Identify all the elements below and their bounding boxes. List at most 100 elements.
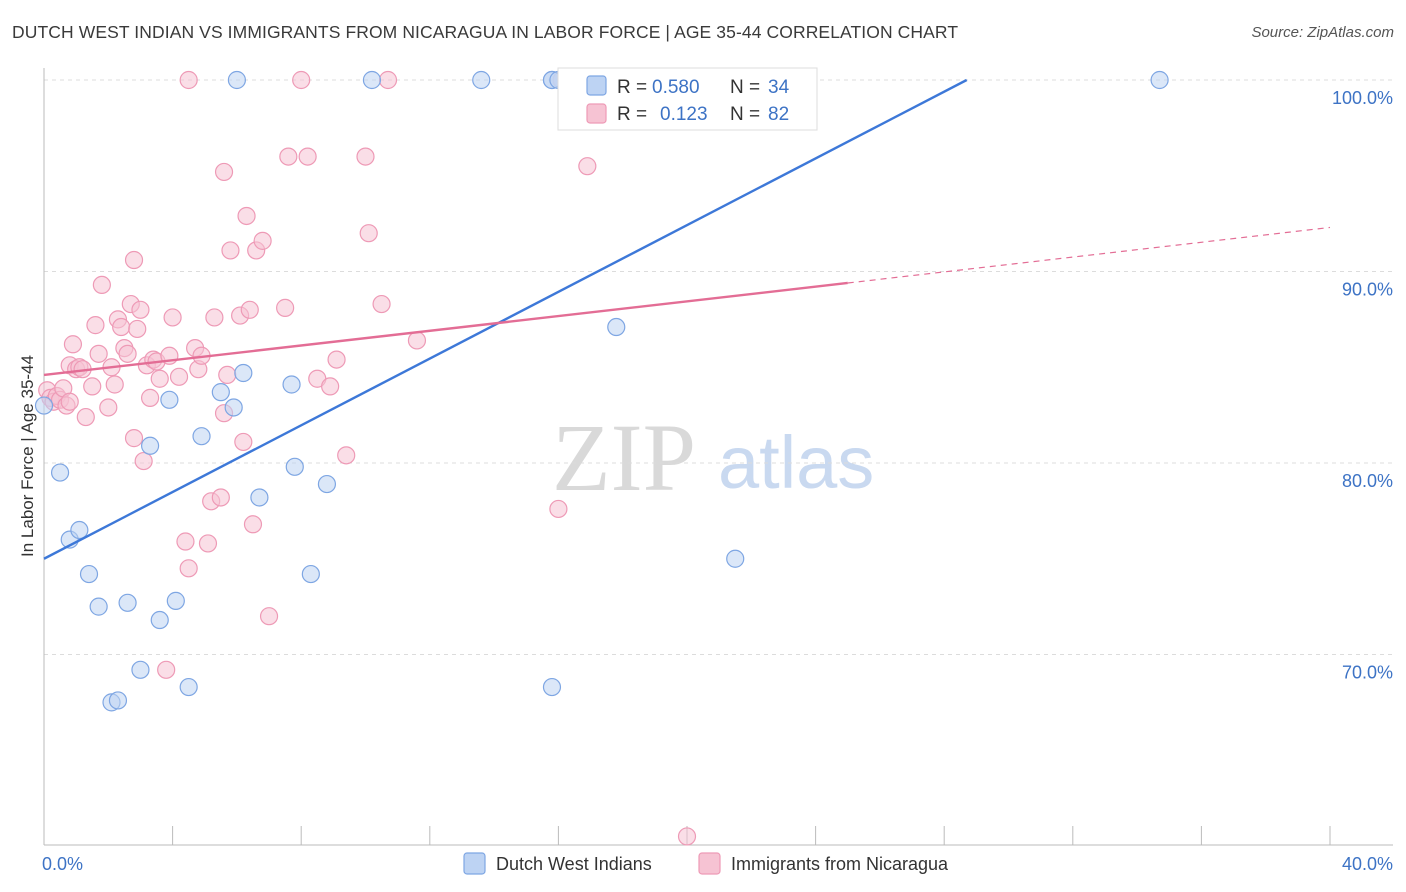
legend-swatch-pink xyxy=(698,852,721,875)
data-point xyxy=(321,377,340,396)
data-point xyxy=(150,369,169,388)
watermark-zip: ZIP xyxy=(552,404,696,511)
y-tick-label-100: 100.0% xyxy=(1332,88,1393,108)
data-point xyxy=(250,488,269,507)
data-point xyxy=(317,474,337,494)
data-point xyxy=(118,344,137,363)
stats-r-value-blue: 0.580 xyxy=(652,77,700,98)
chart-title: DUTCH WEST INDIAN VS IMMIGRANTS FROM NIC… xyxy=(12,22,959,42)
stats-r-label-blue: R = xyxy=(617,77,647,98)
stats-box: R = 0.580 N = 34 R = 0.123 N = 82 xyxy=(557,67,818,131)
data-point xyxy=(549,499,568,519)
data-point xyxy=(140,436,160,455)
data-point xyxy=(105,375,124,394)
data-point xyxy=(276,298,295,317)
stats-n-value-blue: 34 xyxy=(768,77,790,98)
data-point xyxy=(211,383,230,402)
data-point xyxy=(163,308,182,327)
data-point xyxy=(677,827,697,846)
data-point xyxy=(83,377,102,396)
data-point xyxy=(292,70,311,90)
data-point xyxy=(34,396,54,415)
legend-swatch-blue xyxy=(463,852,486,875)
data-point xyxy=(198,534,218,553)
data-point xyxy=(1150,70,1169,90)
y-tick-labels: 100.0% 90.0% 80.0% 70.0% xyxy=(1332,88,1393,683)
data-point xyxy=(298,147,317,166)
data-point xyxy=(112,317,131,337)
data-point xyxy=(205,308,224,327)
data-point xyxy=(108,691,128,710)
data-point xyxy=(253,231,272,250)
legend: Dutch West Indians Immigrants from Nicar… xyxy=(463,852,949,875)
y-tick-label-90: 90.0% xyxy=(1342,280,1393,300)
data-point xyxy=(221,241,240,260)
data-point xyxy=(160,390,179,409)
data-point xyxy=(356,147,375,166)
data-point xyxy=(89,344,108,363)
stats-swatch-blue xyxy=(586,75,607,96)
stats-n-label-blue: N = xyxy=(730,77,760,98)
series-immigrants-from-nicaragua xyxy=(38,70,713,846)
data-point xyxy=(86,316,105,335)
data-point xyxy=(578,157,597,176)
data-point xyxy=(542,677,562,697)
data-point xyxy=(378,70,398,90)
data-point xyxy=(279,147,298,166)
data-point xyxy=(92,275,111,295)
data-point xyxy=(79,564,99,584)
data-point xyxy=(166,591,185,610)
legend-label-dutch-west-indians: Dutch West Indians xyxy=(496,854,652,874)
data-point xyxy=(227,70,246,90)
series-dutch-west-indians xyxy=(34,70,1169,712)
data-point xyxy=(407,331,427,350)
data-point xyxy=(607,317,626,337)
trend-lines xyxy=(43,78,1331,560)
data-point xyxy=(70,520,89,540)
data-point xyxy=(179,677,198,697)
data-point xyxy=(237,206,256,226)
data-point xyxy=(327,350,346,369)
trend-line-pink xyxy=(43,281,848,377)
data-point xyxy=(362,70,382,90)
trend-line-extension-pink xyxy=(847,226,1331,284)
data-point xyxy=(214,162,234,182)
y-tick-label-80: 80.0% xyxy=(1342,471,1393,491)
data-point xyxy=(285,457,304,476)
data-point xyxy=(134,451,153,471)
data-point xyxy=(169,367,189,386)
y-axis-label: In Labor Force | Age 35-44 xyxy=(18,355,37,557)
data-point xyxy=(234,432,253,452)
data-point xyxy=(726,549,745,568)
data-point xyxy=(243,515,263,534)
stats-n-label-pink: N = xyxy=(730,104,760,125)
data-point xyxy=(60,392,79,411)
data-point xyxy=(179,70,198,90)
data-point xyxy=(157,660,176,679)
data-point xyxy=(50,463,70,482)
data-point xyxy=(131,300,150,319)
axes xyxy=(43,68,1393,846)
x-tick-label-right: 40.0% xyxy=(1342,854,1393,874)
data-point xyxy=(301,564,320,584)
stats-r-label-pink: R = xyxy=(617,104,647,125)
data-point xyxy=(234,363,253,383)
source-label: Source: ZipAtlas.com xyxy=(1251,24,1394,41)
data-point xyxy=(179,559,198,578)
data-point xyxy=(240,300,259,319)
trend-line-blue xyxy=(43,78,968,560)
x-tick-label-left: 0.0% xyxy=(42,854,83,874)
data-point xyxy=(359,224,378,243)
data-point xyxy=(176,532,195,551)
data-point xyxy=(282,375,301,394)
data-point xyxy=(218,365,237,385)
data-point xyxy=(124,429,144,448)
data-point xyxy=(131,660,150,679)
legend-label-immigrants-from-nicaragua: Immigrants from Nicaragua xyxy=(731,854,949,874)
data-point xyxy=(128,319,147,339)
data-point xyxy=(372,294,391,314)
data-point xyxy=(124,250,144,270)
data-point xyxy=(192,427,211,446)
data-point xyxy=(150,610,169,630)
